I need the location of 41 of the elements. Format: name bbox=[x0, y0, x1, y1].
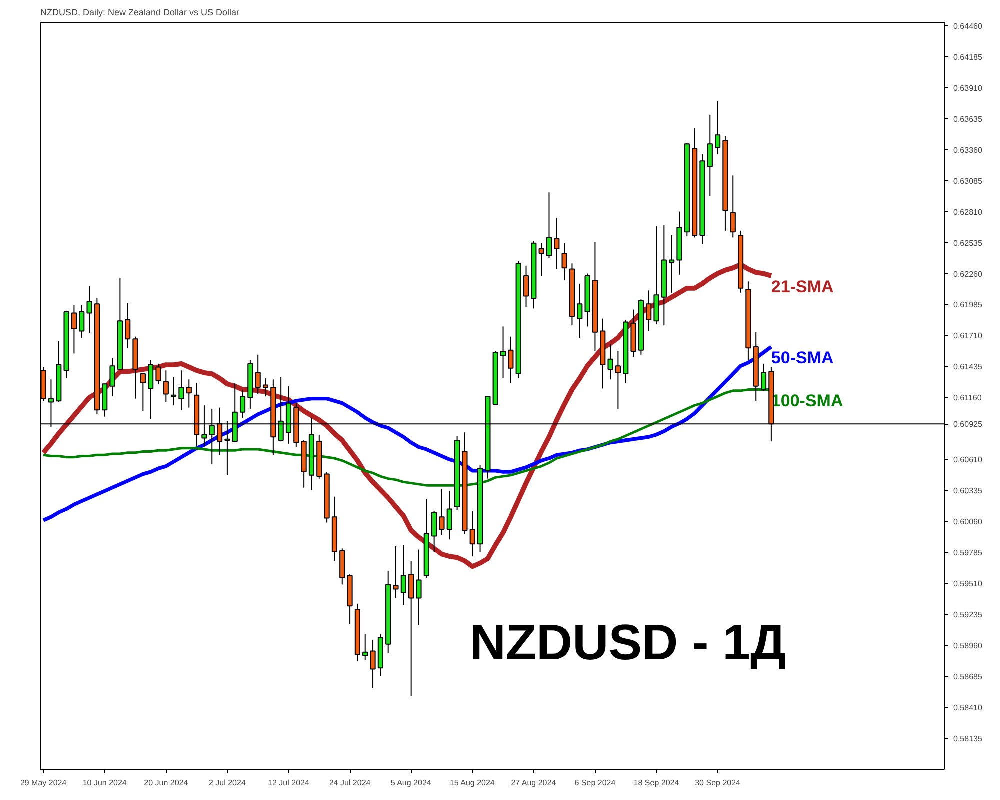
series-label: 21-SMA bbox=[771, 278, 834, 297]
chart-title: NZDUSD, Daily: New Zealand Dollar vs US Dollar bbox=[40, 8, 240, 18]
y-tick-label: 0.60335 bbox=[954, 486, 983, 496]
y-tick-label: 0.58960 bbox=[954, 642, 983, 651]
y-tick-label: 0.59785 bbox=[954, 548, 983, 558]
x-tick-label: 10 Jun 2024 bbox=[82, 778, 128, 788]
series-label: 50-SMA bbox=[771, 348, 834, 368]
x-tick-label: 5 Aug 2024 bbox=[390, 778, 432, 788]
y-tick-label: 0.58685 bbox=[954, 672, 983, 682]
y-tick-label: 0.64460 bbox=[954, 22, 983, 31]
x-tick-label: 24 Jul 2024 bbox=[329, 778, 372, 788]
x-tick-label: 6 Sep 2024 bbox=[574, 778, 616, 788]
y-tick-label: 0.64185 bbox=[954, 52, 983, 62]
x-tick-label: 12 Jul 2024 bbox=[268, 778, 310, 788]
y-tick-label: 0.63360 bbox=[954, 146, 983, 155]
y-tick-label: 0.63910 bbox=[954, 84, 983, 93]
annotation: NZDUSD - 1Д bbox=[470, 614, 786, 671]
x-tick-label: 2 Jul 2024 bbox=[208, 778, 246, 788]
x-tick-label: 20 Jun 2024 bbox=[144, 778, 189, 788]
y-tick-label: 0.62535 bbox=[954, 238, 983, 248]
y-tick-label: 0.58410 bbox=[954, 704, 983, 713]
ref-line-label: 0.60925 bbox=[954, 420, 983, 430]
y-tick-label: 0.63085 bbox=[954, 176, 983, 186]
y-tick-label: 0.62260 bbox=[954, 270, 983, 279]
x-tick-label: 18 Sep 2024 bbox=[634, 778, 680, 788]
y-tick-label: 0.61435 bbox=[954, 362, 983, 372]
x-tick-label: 15 Aug 2024 bbox=[450, 778, 496, 788]
y-tick-label: 0.61160 bbox=[954, 394, 982, 403]
y-tick-label: 0.58135 bbox=[954, 734, 983, 744]
series-label: 100-SMA bbox=[771, 391, 844, 410]
y-tick-label: 0.59235 bbox=[954, 610, 983, 620]
y-tick-label: 0.62810 bbox=[954, 208, 983, 217]
y-tick-label: 0.59510 bbox=[954, 580, 983, 589]
y-tick-label: 0.61710 bbox=[954, 332, 983, 341]
y-tick-label: 0.60060 bbox=[954, 518, 983, 527]
y-tick-label: 0.61985 bbox=[954, 300, 983, 310]
x-tick-label: 29 May 2024 bbox=[20, 778, 68, 788]
x-tick-label: 27 Aug 2024 bbox=[511, 778, 557, 788]
x-tick-label: 30 Sep 2024 bbox=[695, 778, 742, 788]
y-tick-label: 0.60610 bbox=[954, 456, 983, 465]
y-tick-label: 0.63635 bbox=[954, 114, 983, 124]
